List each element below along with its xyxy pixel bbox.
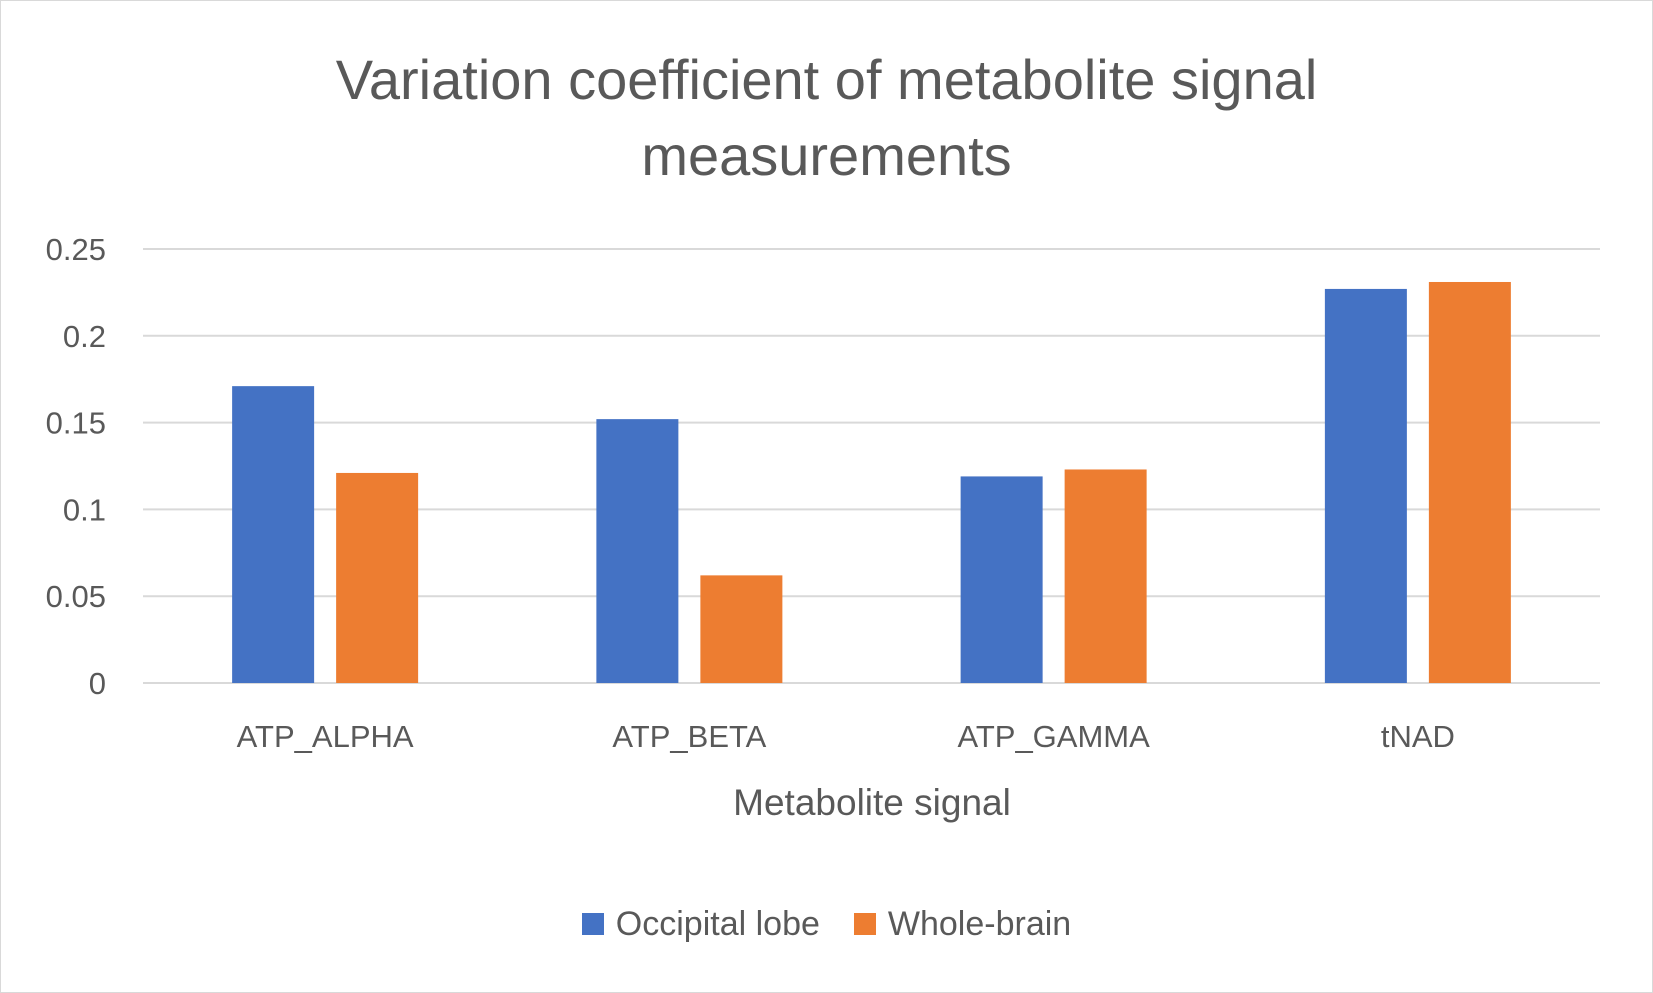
x-tick-label: ATP_BETA: [612, 719, 766, 754]
chart-title-line-2: measurements: [641, 124, 1012, 187]
y-tick-label: 0.15: [46, 406, 106, 441]
chart-title: Variation coefficient of metabolite sign…: [0, 42, 1653, 194]
bar-whole-brain-atp-alpha: [336, 472, 419, 683]
bars: [232, 281, 1511, 683]
y-tick-label: 0: [89, 666, 106, 701]
bar-occipital-lobe-atp-beta: [596, 419, 679, 683]
legend-label-whole-brain: Whole-brain: [887, 905, 1072, 943]
y-tick-label: 0.05: [46, 579, 106, 614]
chart-title-line-1: Variation coefficient of metabolite sign…: [335, 48, 1318, 111]
bar-whole-brain-tnad: [1428, 281, 1511, 683]
x-tick-label: ATP_ALPHA: [237, 719, 414, 754]
y-tick-label: 0.2: [63, 319, 106, 354]
legend: Occipital lobe Whole-brain: [0, 900, 1653, 948]
legend-swatch-occipital-lobe: [581, 913, 604, 935]
x-axis-title: Metabolite signal: [733, 782, 1011, 823]
bar-whole-brain-atp-gamma: [1064, 469, 1147, 683]
y-axis-tick-labels: 0 0.05 0.1 0.15 0.2 0.25: [46, 232, 106, 701]
y-tick-label: 0.25: [46, 232, 106, 267]
x-axis-tick-labels: ATP_ALPHA ATP_BETA ATP_GAMMA tNAD: [237, 719, 1455, 754]
legend-label-occipital-lobe: Occipital lobe: [615, 905, 820, 943]
bar-occipital-lobe-atp-alpha: [232, 386, 315, 683]
x-tick-label: tNAD: [1381, 719, 1455, 754]
legend-item-occipital-lobe: Occipital lobe: [581, 900, 820, 948]
y-tick-label: 0.1: [63, 492, 106, 527]
bar-occipital-lobe-atp-gamma: [960, 476, 1043, 683]
bar-occipital-lobe-tnad: [1324, 288, 1407, 683]
bar-whole-brain-atp-beta: [700, 575, 783, 683]
legend-swatch-whole-brain: [853, 913, 876, 935]
legend-item-whole-brain: Whole-brain: [853, 900, 1072, 948]
x-tick-label: ATP_GAMMA: [957, 719, 1150, 754]
